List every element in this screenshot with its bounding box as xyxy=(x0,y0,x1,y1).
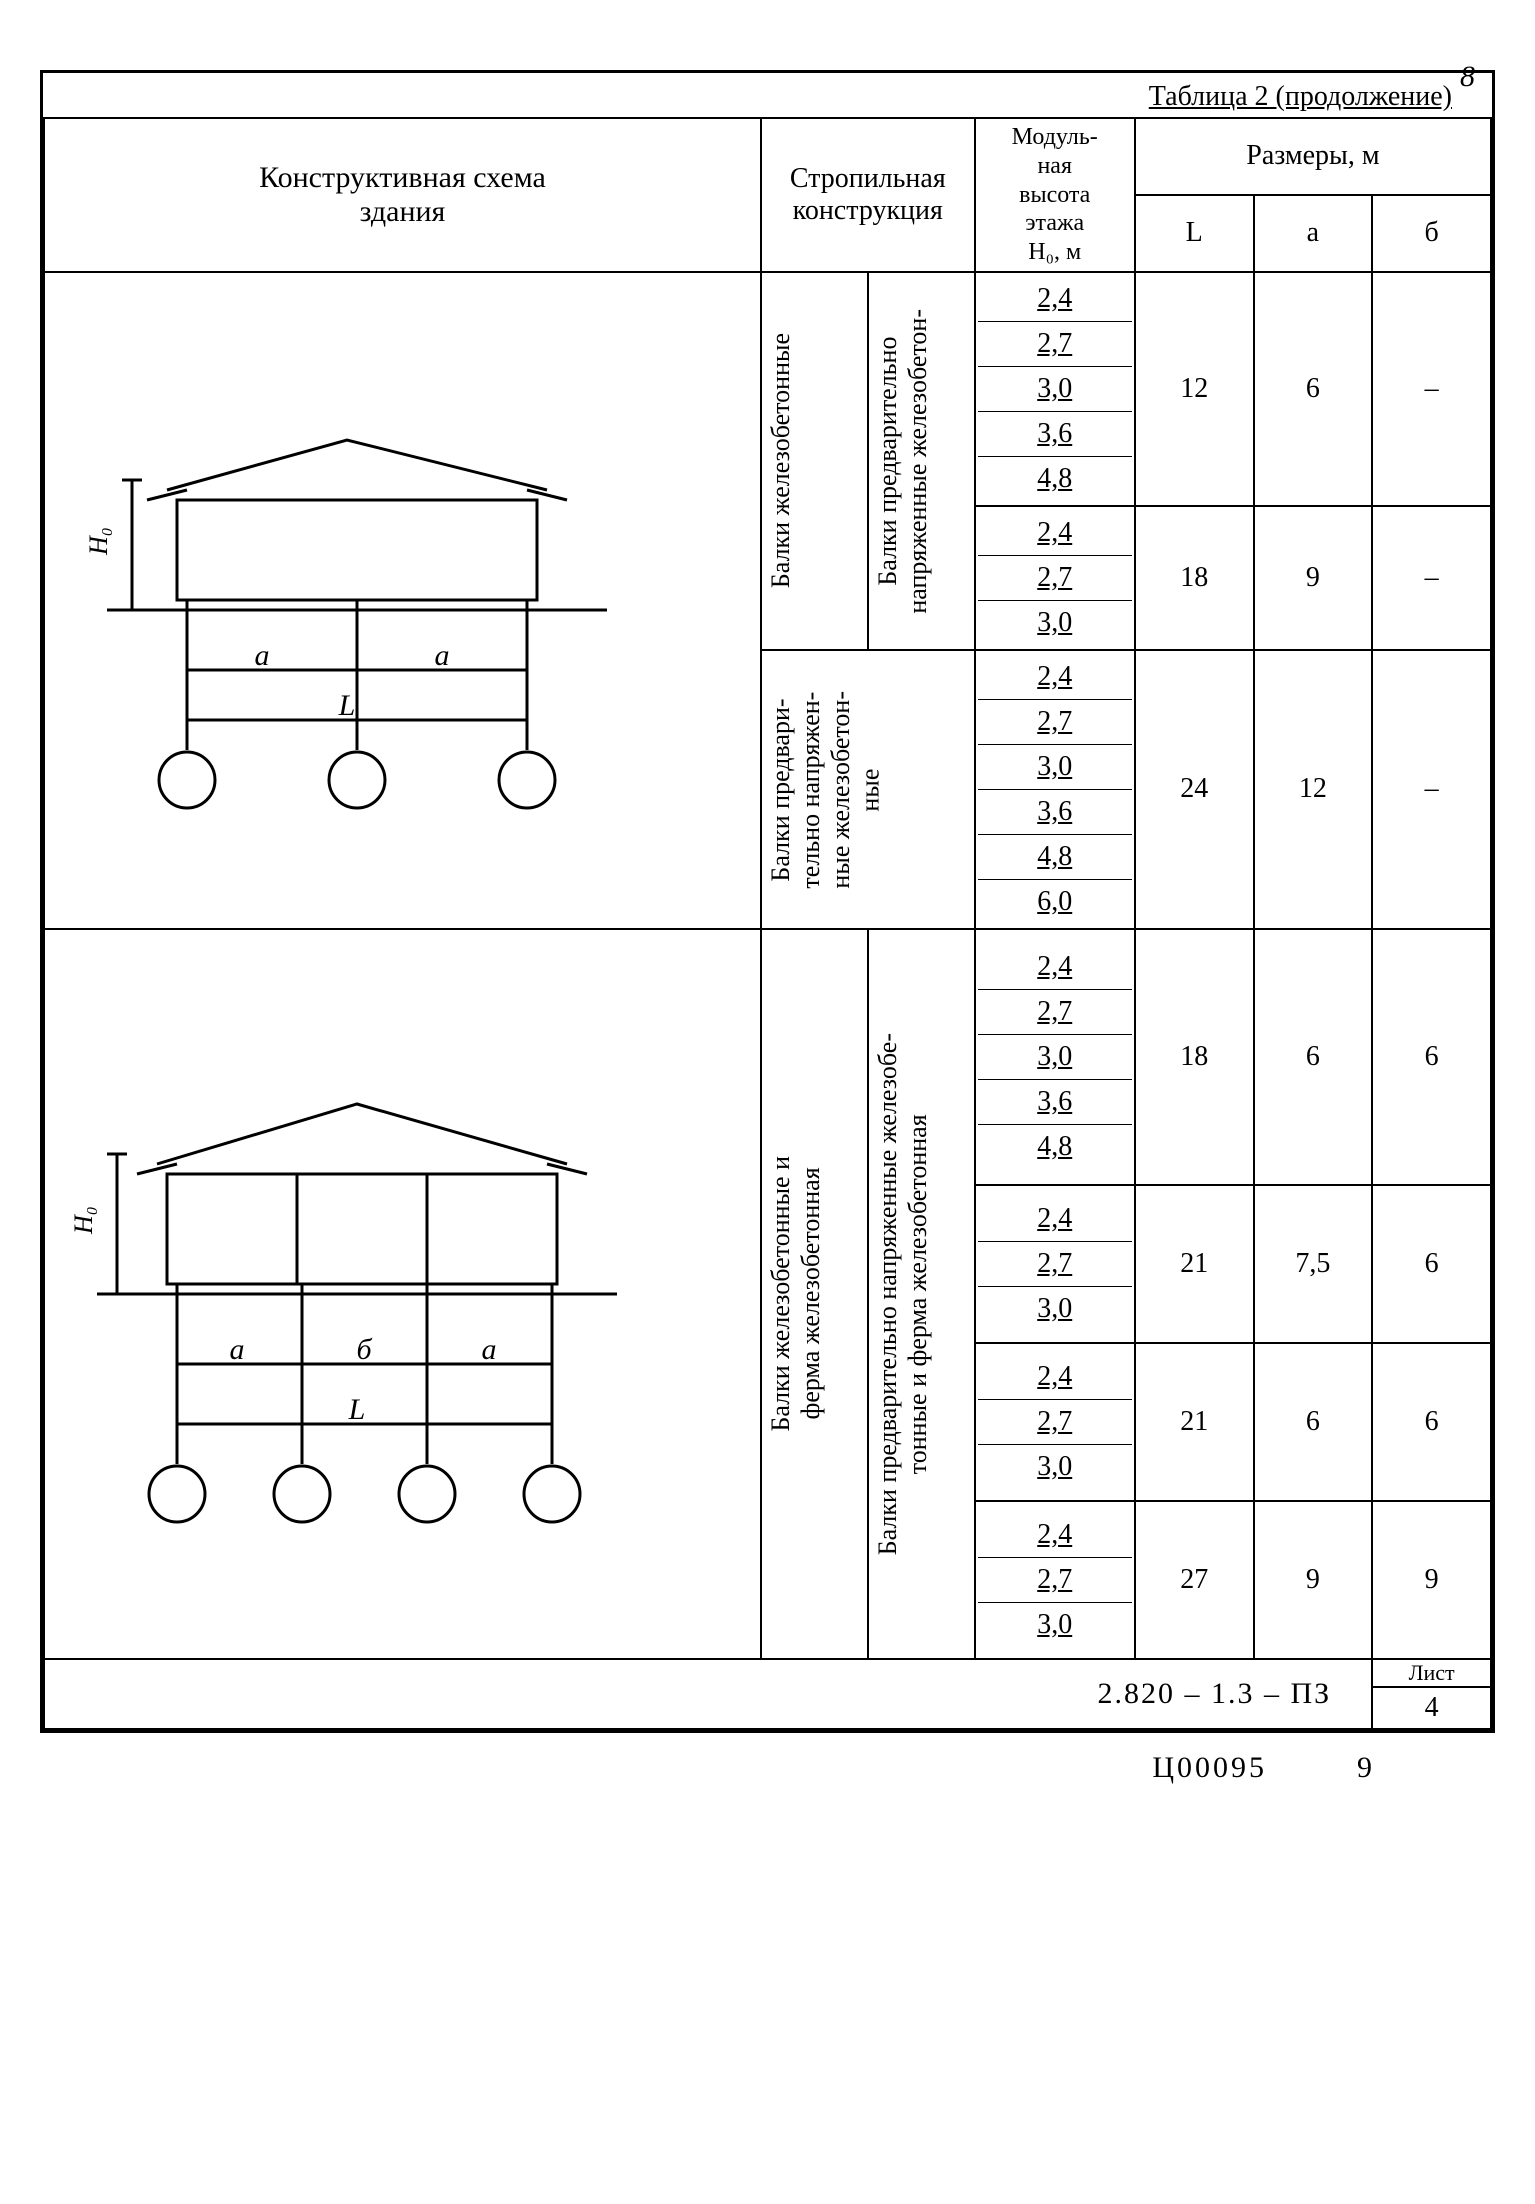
diagram-1-a1-label: a xyxy=(255,639,270,672)
block1-g1-a: 6 xyxy=(1254,272,1373,506)
block34-g2-L: 21 xyxy=(1135,1185,1254,1343)
table-frame: Таблица 2 (продолжение) Конструктивная с… xyxy=(40,70,1495,1733)
block34-g2-a: 7,5 xyxy=(1254,1185,1373,1343)
diagram-2-H-label: H₀ xyxy=(69,1206,98,1235)
block1-g2-L: 18 xyxy=(1135,506,1254,650)
diagram-1-L-label: L xyxy=(338,689,356,722)
diagram-2-svg: H₀ a б a L xyxy=(47,934,647,1654)
footer-row: 2.820 – 1.3 – ПЗ Лист 4 xyxy=(44,1659,1491,1729)
block34-g3-a: 6 xyxy=(1254,1343,1373,1501)
doc-code: 2.820 – 1.3 – ПЗ xyxy=(1098,1677,1332,1710)
header-height: Модуль- ная высота этажа H₀, м xyxy=(975,118,1135,272)
main-table: Конструктивная схема здания Стропильная … xyxy=(43,117,1492,1730)
block34-g1-a: 6 xyxy=(1254,929,1373,1185)
block34-g2-b: 6 xyxy=(1372,1185,1491,1343)
table-row: H₀ a б a L Балки железобетонные и ферма … xyxy=(44,929,1491,1185)
sheet-number: 4 xyxy=(1373,1688,1490,1728)
block1-vert-outer: Балки железобетонные xyxy=(761,272,868,650)
block34-vert-outer: Балки железобетонные и ферма железобетон… xyxy=(761,929,868,1659)
block1-vert-inner: Балки предварительно напряженные железоб… xyxy=(868,272,975,650)
diagram-1-a2-label: a xyxy=(435,639,450,672)
header-roof: Стропильная конструкция xyxy=(761,118,975,272)
block2-g1-L: 24 xyxy=(1135,650,1254,929)
header-a: a xyxy=(1254,195,1373,272)
page-number-top: 8 xyxy=(1460,60,1475,94)
diagram-2-a1-label: a xyxy=(230,1333,245,1366)
block34-g1-b: 6 xyxy=(1372,929,1491,1185)
header-L: L xyxy=(1135,195,1254,272)
block1-g2-b: – xyxy=(1372,506,1491,650)
diagram-2-b-label: б xyxy=(356,1333,372,1366)
header-b: б xyxy=(1372,195,1491,272)
block34-g4-a: 9 xyxy=(1254,1501,1373,1659)
block34-vert-inner: Балки предварительно напряженные железоб… xyxy=(868,929,975,1659)
block34-g3-b: 6 xyxy=(1372,1343,1491,1501)
block1-g2-heights: 2,4 2,7 3,0 xyxy=(975,506,1135,650)
header-scheme: Конструктивная схема здания xyxy=(44,118,761,272)
block34-g3-L: 21 xyxy=(1135,1343,1254,1501)
block1-g1-L: 12 xyxy=(1135,272,1254,506)
block34-g4-L: 27 xyxy=(1135,1501,1254,1659)
diagram-2-a2-label: a xyxy=(482,1333,497,1366)
header-dims: Размеры, м xyxy=(1135,118,1491,195)
block1-g1-b: – xyxy=(1372,272,1491,506)
block2-g1-heights: 2,4 2,7 3,0 3,6 4,8 6,0 xyxy=(975,650,1135,929)
block34-g4-b: 9 xyxy=(1372,1501,1491,1659)
diagram-1-H-label: H₀ xyxy=(84,528,113,557)
bottom-code: Ц00095 xyxy=(1152,1751,1267,1785)
block34-g1-heights: 2,4 2,7 3,0 3,6 4,8 xyxy=(975,929,1135,1185)
diagram-2-cell: H₀ a б a L xyxy=(44,929,761,1659)
sheet-label: Лист xyxy=(1373,1660,1490,1688)
block34-g2-heights: 2,4 2,7 3,0 xyxy=(975,1185,1135,1343)
block2-vert-outer: Балки предвари- тельно напряжен- ные жел… xyxy=(761,650,975,929)
diagram-1-svg: H₀ a a L xyxy=(47,290,647,910)
block1-g2-a: 9 xyxy=(1254,506,1373,650)
table-row: H₀ a a L Балки железобетонные Балки пред… xyxy=(44,272,1491,506)
bottom-page: 9 xyxy=(1357,1751,1375,1785)
diagram-1-cell: H₀ a a L xyxy=(44,272,761,929)
block34-g3-heights: 2,4 2,7 3,0 xyxy=(975,1343,1135,1501)
block2-g1-b: – xyxy=(1372,650,1491,929)
table-caption: Таблица 2 (продолжение) xyxy=(43,73,1492,117)
block34-g1-L: 18 xyxy=(1135,929,1254,1185)
block1-g1-heights: 2,4 2,7 3,0 3,6 4,8 xyxy=(975,272,1135,506)
diagram-2-L-label: L xyxy=(348,1393,366,1426)
block34-g4-heights: 2,4 2,7 3,0 xyxy=(975,1501,1135,1659)
block2-g1-a: 12 xyxy=(1254,650,1373,929)
